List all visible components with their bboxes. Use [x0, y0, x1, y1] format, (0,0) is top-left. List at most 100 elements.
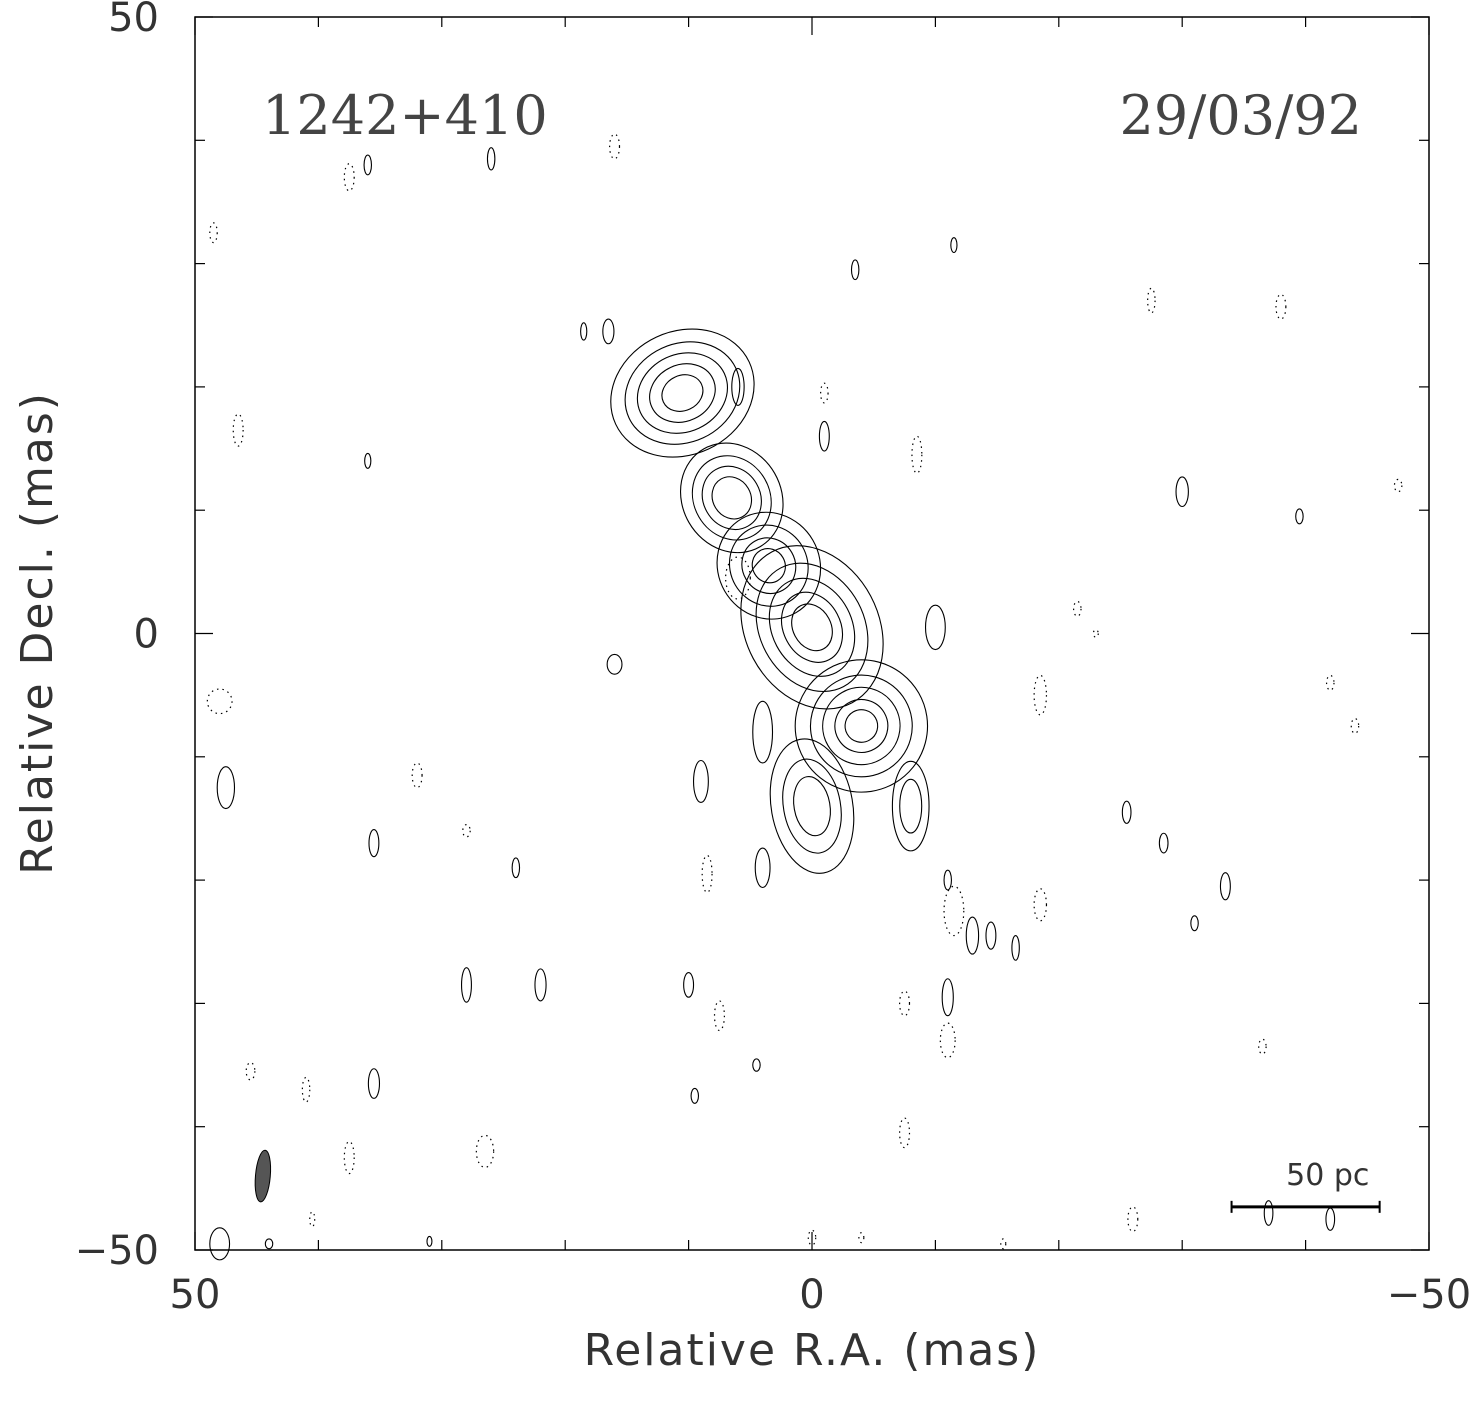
- scale-bar-label: 50 pc: [1286, 1158, 1369, 1193]
- negative-contours: [206, 133, 1403, 1250]
- contour-level: [899, 778, 923, 834]
- contour-level: [661, 374, 704, 412]
- negative-contour: [309, 1211, 316, 1228]
- negative-contour: [899, 1117, 911, 1149]
- negative-contour: [301, 1076, 311, 1103]
- positive-contour: [1263, 1200, 1274, 1226]
- positive-contour: [1121, 800, 1132, 824]
- contour-level: [755, 562, 869, 693]
- contour-group-jet-knot-1: [679, 442, 784, 554]
- positive-contour: [941, 978, 954, 1017]
- negative-contour: [343, 1140, 355, 1175]
- positive-contour: [1219, 872, 1231, 901]
- contour-level: [679, 442, 784, 554]
- x-tick-label: 0: [799, 1272, 824, 1318]
- positive-contour: [924, 604, 946, 651]
- jet-contours: [610, 328, 930, 874]
- positive-contour: [511, 857, 521, 879]
- negative-contour: [343, 163, 355, 192]
- negative-contour: [209, 222, 218, 244]
- contour-level: [691, 455, 772, 541]
- negative-contour: [462, 824, 471, 838]
- contour-level: [716, 511, 822, 620]
- date-label: 29/03/92: [1119, 84, 1362, 147]
- contour-level: [834, 698, 889, 753]
- negative-contour: [206, 688, 233, 715]
- positive-contour: [1175, 476, 1189, 508]
- contour-group-north-east-lobe: [610, 328, 755, 458]
- positive-contour: [818, 420, 830, 452]
- negative-contour: [475, 1134, 495, 1168]
- contour-level: [780, 591, 844, 663]
- positive-contour: [460, 967, 472, 1003]
- positive-contour: [580, 322, 588, 341]
- negative-contour: [1000, 1238, 1007, 1250]
- scale-bar: 50 pc: [1230, 1158, 1381, 1213]
- negative-contour: [943, 885, 965, 937]
- y-tick-label: 0: [134, 612, 159, 658]
- positive-contour: [690, 1087, 700, 1104]
- negative-contour: [820, 382, 829, 404]
- positive-contour: [965, 916, 980, 955]
- contour-level: [740, 545, 884, 710]
- negative-contour: [411, 762, 423, 789]
- negative-contour: [858, 1232, 865, 1244]
- contour-group-south-west-blob: [891, 760, 930, 852]
- negative-contour: [1073, 600, 1082, 617]
- positive-contour: [264, 1238, 274, 1250]
- contour-level: [711, 476, 753, 520]
- negative-contour: [1393, 478, 1403, 493]
- positive-contour: [1011, 935, 1020, 961]
- contour-level: [793, 776, 831, 837]
- contour-level: [624, 341, 741, 445]
- contour-group-jet-knot-2: [716, 511, 822, 620]
- negative-contour: [1275, 293, 1287, 320]
- contour-level: [649, 363, 716, 423]
- positive-contour: [1158, 832, 1169, 854]
- positive-contour: [216, 766, 236, 810]
- x-tick-label: −50: [1387, 1272, 1471, 1318]
- x-tick-label: 50: [170, 1272, 221, 1318]
- positive-contour: [850, 259, 860, 281]
- contour-level: [769, 738, 855, 874]
- negative-contour: [1127, 1206, 1139, 1233]
- contour-level: [822, 686, 901, 766]
- negative-contour: [232, 413, 244, 447]
- y-tick-labels: 50 0 −50: [75, 0, 159, 1274]
- negative-contour: [911, 435, 923, 474]
- negative-contour: [701, 854, 713, 894]
- contour-level: [809, 674, 913, 778]
- contour-group-south-west-knot: [794, 659, 929, 793]
- contour-level: [610, 328, 755, 458]
- positive-contour: [364, 452, 372, 469]
- source-label: 1242+410: [262, 84, 548, 147]
- positive-contour: [486, 147, 496, 171]
- contour-level: [844, 709, 879, 743]
- contour-level: [891, 760, 930, 852]
- positive-contour: [943, 869, 952, 891]
- positive-contour: [606, 653, 623, 675]
- positive-contour: [367, 1068, 381, 1099]
- restoring-beam: [254, 1149, 272, 1203]
- negative-contour: [1092, 629, 1099, 638]
- y-axis-label: Relative Decl. (mas): [12, 391, 63, 875]
- negative-contour: [725, 556, 751, 600]
- negative-contour: [939, 1022, 956, 1059]
- positive-contour: [1190, 915, 1199, 932]
- positive-contour: [209, 1227, 231, 1261]
- positive-contour: [754, 847, 771, 889]
- negative-contour: [899, 990, 911, 1017]
- positive-contour: [985, 921, 997, 950]
- contour-level: [791, 603, 833, 652]
- contour-level: [768, 577, 856, 677]
- negative-contour: [713, 1000, 725, 1032]
- positive-contour: [363, 154, 373, 176]
- contour-level: [741, 537, 797, 595]
- negative-contour: [1350, 717, 1360, 734]
- positive-contour: [692, 759, 709, 803]
- negative-contour: [245, 1061, 256, 1081]
- negative-contour: [807, 1229, 817, 1246]
- positive-contours: [209, 147, 1336, 1261]
